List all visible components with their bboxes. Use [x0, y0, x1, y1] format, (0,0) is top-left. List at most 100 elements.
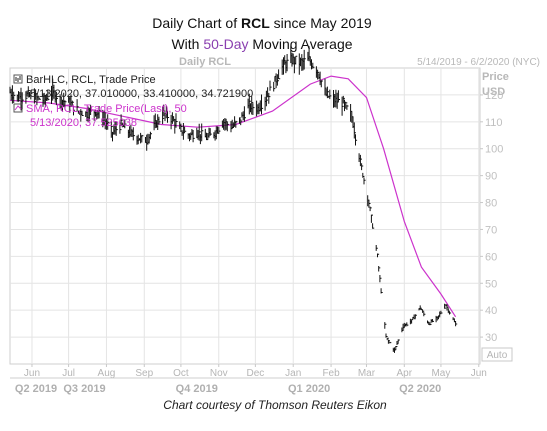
price-bar [25, 91, 28, 104]
price-bar [446, 304, 449, 311]
price-bar [53, 84, 56, 99]
y-tick-label: 80 [485, 198, 497, 210]
price-bar [71, 100, 74, 106]
price-bar [355, 134, 358, 146]
price-bar [252, 103, 255, 115]
price-bar [98, 106, 101, 119]
price-bar [73, 106, 76, 116]
y-tick-label: 100 [485, 144, 503, 156]
price-bar [320, 80, 323, 88]
x-tick-label: Jun [24, 368, 40, 379]
price-bar [149, 131, 152, 140]
price-bar [312, 62, 315, 69]
y-tick-label: 110 [485, 117, 503, 129]
price-bar [33, 88, 36, 104]
price-bar [47, 89, 50, 101]
price-bar [429, 322, 432, 326]
x-tick-label: Sep [135, 368, 153, 379]
price-bar [76, 99, 79, 112]
price-bar [419, 305, 422, 310]
price-bar [449, 311, 452, 315]
quarter-tick-label: Q3 2019 [63, 383, 105, 395]
price-bar [350, 104, 353, 122]
price-bar [353, 122, 356, 139]
price-bar [341, 96, 344, 116]
price-bar [414, 314, 417, 319]
y-tick-label: 60 [485, 251, 497, 263]
x-tick-label: Nov [210, 368, 228, 379]
price-bar [336, 92, 339, 109]
price-bar [90, 104, 93, 115]
price-bar [201, 123, 204, 142]
price-bar [411, 319, 414, 324]
legend-bar-values: 5/13/2020, 37.010000, 33.410000, 34.7219… [30, 88, 253, 100]
chart-title: Daily Chart of RCL since May 2019 [152, 15, 372, 31]
legend-ma-values: 5/13/2020, 37.525038 [30, 117, 137, 129]
price-bar [180, 123, 183, 132]
price-bar [423, 312, 426, 317]
price-bar [110, 121, 113, 138]
price-bar [413, 314, 416, 320]
price-bar [27, 86, 30, 98]
price-bar [38, 97, 41, 100]
legend-ma-checkbox[interactable] [13, 103, 23, 113]
price-bar [240, 119, 243, 126]
price-bar [387, 339, 390, 344]
price-bar [379, 275, 382, 283]
price-bar [444, 303, 447, 309]
price-bar [342, 95, 345, 104]
price-bar [18, 91, 21, 102]
x-tick-label: Mar [358, 368, 376, 379]
price-bar [276, 74, 279, 86]
price-bar [345, 102, 348, 109]
price-bar [209, 128, 212, 136]
legend-bar-label: BarHLC, RCL, Trade Price [26, 74, 156, 86]
price-bar [455, 321, 458, 327]
x-tick-label: Aug [98, 368, 116, 379]
legend: BarHLC, RCL, Trade Price 5/13/2020, 37.0… [13, 74, 253, 129]
quarter-tick-label: Q2 2020 [399, 383, 441, 395]
y-tick-label: 40 [485, 305, 497, 317]
price-bar [243, 106, 246, 122]
price-bar [184, 126, 187, 133]
price-bar [402, 323, 405, 331]
price-bar [37, 95, 40, 101]
auto-scale-label: Auto [487, 350, 508, 361]
price-bar [363, 177, 366, 185]
auto-scale-button[interactable]: Auto [481, 347, 513, 362]
price-bar [278, 69, 281, 80]
price-bar [268, 92, 271, 104]
price-bar [132, 127, 135, 141]
y-tick-label: 70 [485, 224, 497, 236]
price-bar [397, 339, 400, 343]
quarter-tick-label: Q2 2019 [15, 383, 57, 395]
price-bar [198, 123, 201, 141]
price-bar [378, 266, 381, 272]
price-bar [406, 322, 409, 327]
price-bar [395, 346, 398, 350]
y-tick-label: 50 [485, 278, 497, 290]
y-axis-ticks: 30 40 50 60 70 80 90 100 110 120 [480, 90, 503, 344]
price-bar [384, 322, 387, 329]
price-bar [326, 86, 329, 99]
price-bar [337, 90, 340, 102]
date-range: 5/14/2019 - 6/2/2020 (NYC) [417, 57, 540, 68]
price-bar [124, 119, 127, 129]
price-bar [235, 120, 238, 128]
x-tick-label: Oct [173, 368, 189, 379]
price-bar [251, 96, 254, 115]
price-bar [167, 111, 170, 123]
panel-label: Daily RCL [179, 56, 231, 68]
legend-ma-label: SMA, RCL, Trade Price(Last), 50 [26, 103, 187, 115]
price-bar [369, 206, 372, 212]
price-bar [261, 94, 264, 115]
price-bar [158, 116, 161, 125]
legend-bar-checkbox[interactable] [13, 74, 23, 84]
quarter-axis-ticks: Q2 2019 Q3 2019 Q4 2019 Q1 2020 Q2 2020 [15, 383, 441, 395]
price-bar [230, 121, 233, 133]
price-bar [329, 89, 332, 100]
price-axis-label: Price [482, 71, 509, 83]
x-axis-ticks: Jun Jul Aug Sep Oct Nov Dec Jan Feb Mar Apr May Jun [24, 364, 487, 379]
price-bar [370, 214, 373, 223]
